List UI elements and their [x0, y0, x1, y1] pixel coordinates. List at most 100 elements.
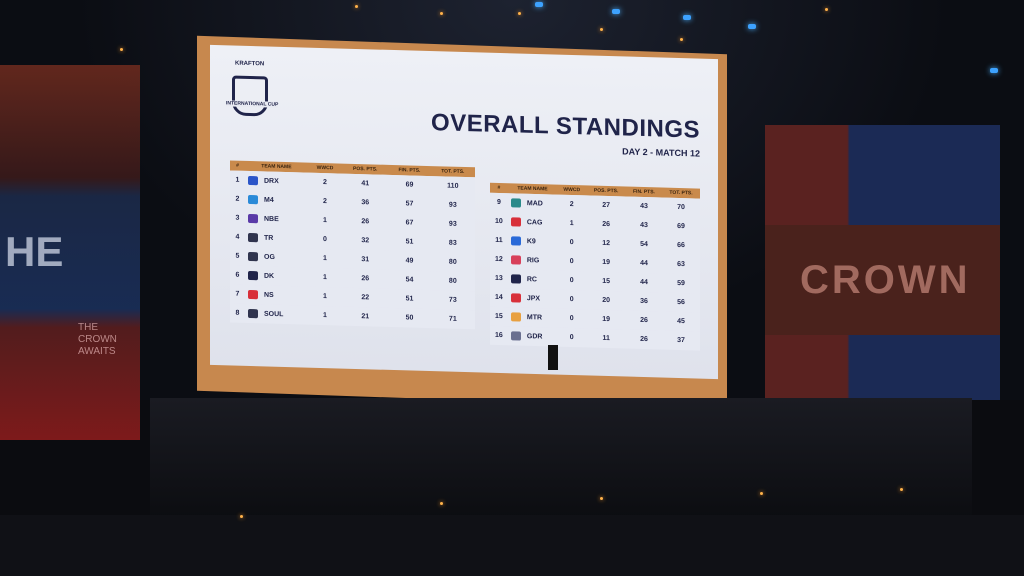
stage-spotlight	[600, 28, 603, 31]
rank: 8	[230, 303, 245, 323]
rank: 9	[490, 192, 508, 213]
team-logo-icon	[510, 198, 521, 208]
rank: 2	[230, 189, 245, 209]
team-logo-icon	[510, 217, 521, 227]
rank: 6	[230, 265, 245, 285]
tot-pts: 71	[430, 309, 475, 330]
rank: 4	[230, 227, 245, 247]
wwcd: 1	[307, 210, 343, 231]
rank: 15	[490, 306, 508, 327]
tot-pts: 37	[662, 330, 700, 351]
wwcd: 0	[557, 327, 587, 348]
stage-spotlight	[440, 502, 443, 505]
tot-pts: 73	[430, 290, 475, 311]
stage-light	[990, 68, 998, 73]
wwcd: 2	[307, 191, 343, 212]
stage-spotlight	[355, 5, 358, 8]
pos-pts: 22	[342, 287, 389, 308]
team-logo-icon	[248, 308, 258, 319]
team-name: GDR	[526, 333, 543, 341]
team-name: RC	[526, 276, 537, 284]
rank: 13	[490, 268, 508, 289]
stage-light	[683, 15, 691, 20]
fin-pts: 43	[625, 196, 663, 217]
tot-pts: 56	[662, 292, 700, 313]
rank: 5	[230, 246, 245, 266]
wwcd: 1	[307, 305, 343, 326]
standings-table-right: # TEAM NAME WWCD POS. PTS. FIN. PTS. TOT. PTS…	[490, 182, 700, 351]
backdrop-right-text: CROWN	[800, 258, 971, 302]
tot-pts: 83	[430, 233, 475, 254]
rank: 1	[230, 170, 245, 190]
led-screen: KRAFTON INTERNATIONAL CUP OVERALL STANDI…	[210, 44, 718, 380]
fin-pts: 51	[388, 231, 431, 253]
rank: 11	[490, 230, 508, 251]
pos-pts: 41	[342, 173, 389, 194]
fin-pts: 44	[625, 272, 663, 293]
team-name: TR	[264, 234, 274, 243]
team-name: JPX	[526, 295, 541, 303]
pos-pts: 32	[342, 230, 389, 251]
left-container-stack	[0, 65, 140, 440]
pos-pts: 19	[586, 252, 626, 273]
fin-pts: 36	[625, 291, 663, 312]
stage-spotlight	[518, 12, 521, 15]
wwcd: 1	[557, 213, 587, 234]
team-logo-icon	[510, 331, 521, 341]
wwcd: 1	[307, 248, 343, 269]
fin-pts: 51	[388, 288, 431, 310]
stage-spotlight	[240, 515, 243, 518]
team-name: OG	[264, 253, 275, 262]
tot-pts: 59	[662, 273, 700, 294]
rank: 12	[490, 249, 508, 270]
tot-pts: 93	[430, 214, 475, 235]
pos-pts: 27	[586, 195, 626, 216]
wwcd: 0	[557, 289, 587, 310]
rank: 10	[490, 211, 508, 232]
team-name: M4	[264, 196, 274, 205]
page-title: OVERALL STANDINGS	[431, 109, 700, 144]
pos-pts: 21	[342, 306, 389, 327]
wwcd: 2	[557, 194, 587, 215]
stage-spotlight	[760, 492, 763, 495]
wwcd: 1	[307, 286, 343, 307]
team-logo-icon	[248, 289, 258, 300]
tot-pts: 80	[430, 271, 475, 292]
team-logo-icon	[510, 236, 521, 246]
team-name: SOUL	[264, 310, 284, 319]
tot-pts: 80	[430, 252, 475, 273]
fin-pts: 26	[625, 329, 663, 350]
tot-pts: 69	[662, 216, 700, 237]
trophy-icon	[548, 345, 558, 370]
stage-light	[612, 9, 620, 14]
team-logo-icon	[248, 213, 258, 224]
fin-pts: 26	[625, 310, 663, 331]
team-name: DK	[264, 272, 275, 281]
trophy-logo-icon	[232, 75, 268, 117]
fin-pts: 44	[625, 253, 663, 274]
backdrop-left-text: HE	[5, 228, 64, 275]
stage-spotlight	[440, 12, 443, 15]
pos-pts: 20	[586, 290, 626, 311]
team-name: RIG	[526, 257, 540, 265]
team-logo-icon	[510, 312, 521, 322]
pos-pts: 19	[586, 309, 626, 330]
stage-spotlight	[900, 488, 903, 491]
brand-logo: KRAFTON	[235, 60, 265, 68]
team-name: CAG	[526, 219, 543, 227]
fin-pts: 43	[625, 215, 663, 236]
tot-pts: 110	[430, 176, 475, 197]
wwcd: 0	[557, 308, 587, 329]
pos-pts: 11	[586, 328, 626, 349]
pos-pts: 12	[586, 233, 626, 254]
fin-pts: 50	[388, 307, 431, 329]
team-name: NS	[264, 291, 274, 300]
wwcd: 2	[307, 172, 343, 193]
stage	[150, 398, 972, 518]
pos-pts: 26	[586, 214, 626, 235]
rank: 16	[490, 325, 508, 346]
stage-spotlight	[600, 497, 603, 500]
team-name: K9	[526, 238, 536, 246]
team-logo-icon	[248, 251, 258, 262]
fin-pts: 69	[388, 174, 431, 196]
